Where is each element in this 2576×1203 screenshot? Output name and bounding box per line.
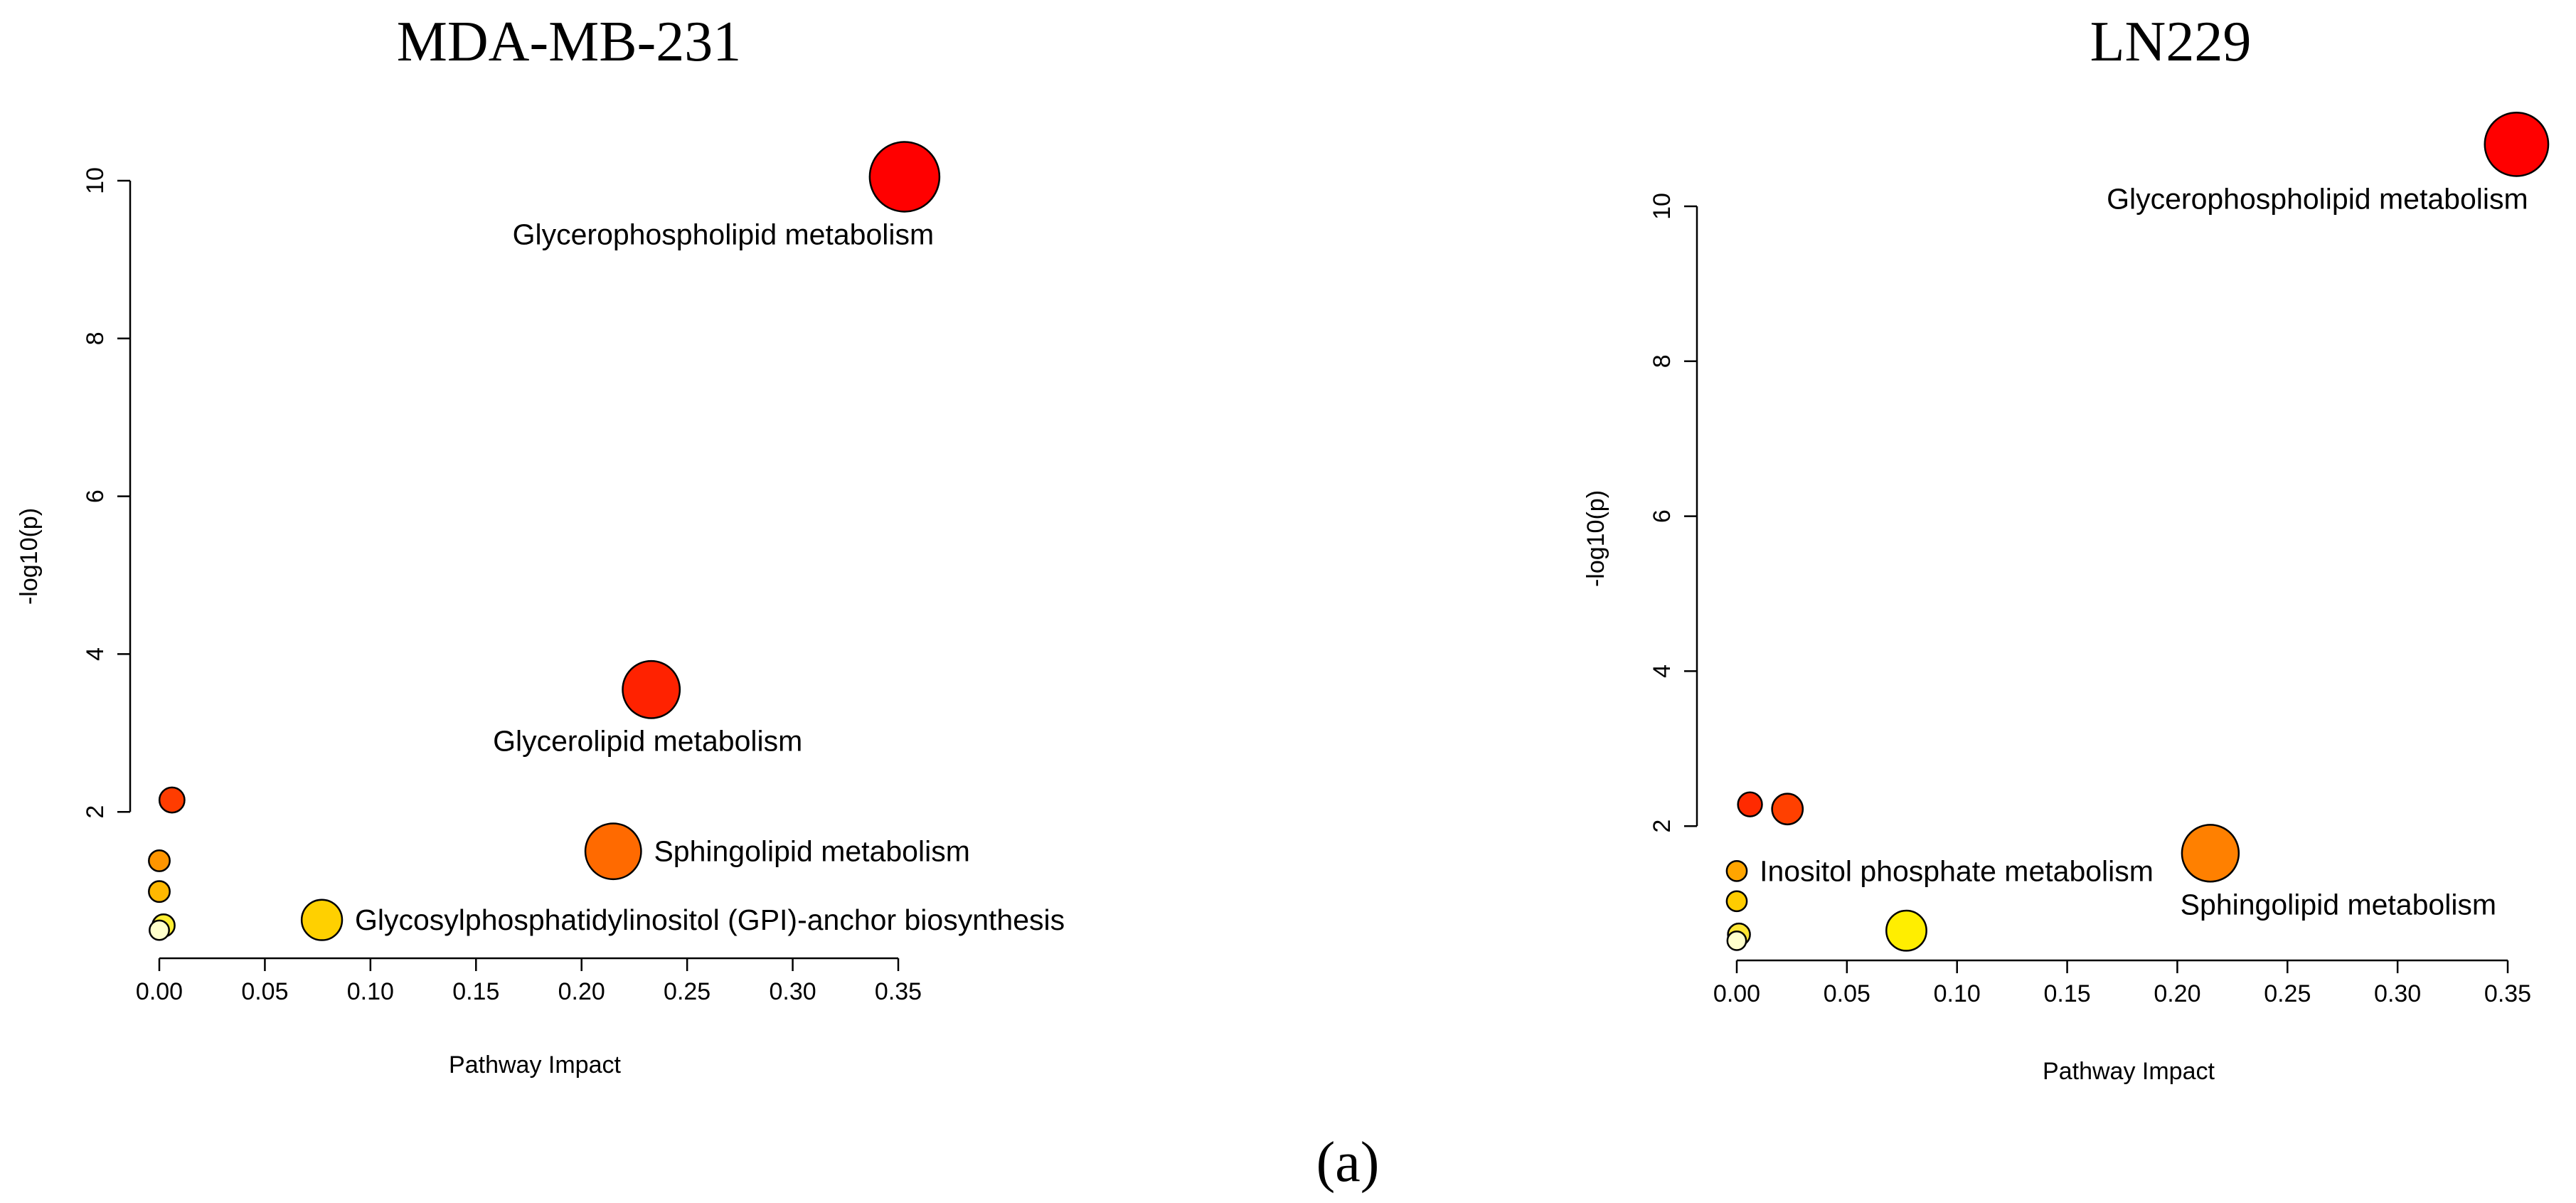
x-tick-label: 0.10	[347, 978, 394, 1005]
data-point	[1885, 909, 1927, 952]
data-point	[158, 786, 186, 814]
data-label-sphingolipid-metabolism: Sphingolipid metabolism	[2181, 888, 2496, 921]
x-tick-label: 0.35	[2484, 980, 2531, 1007]
x-tick-label: 0.20	[558, 978, 605, 1005]
x-tick-label: 0.05	[241, 978, 288, 1005]
chart-panel-ln229: LN229 0.00 0.05 0.10 0.15 0.20 0.25 0.30 0.35 Pat…	[1582, 11, 2550, 1085]
x-tick-label: 0.15	[452, 978, 499, 1005]
bubble-sphingolipid-metabolism	[2181, 824, 2240, 883]
y-tick-label: 2	[1649, 820, 1676, 833]
bubble-inositol-phosphate-metabolism	[1725, 860, 1748, 882]
y-axis-label: -log10(p)	[16, 508, 43, 605]
x-tick-label: 0.30	[769, 978, 816, 1005]
data-label-glycerophospholipid-metabolism: Glycerophospholipid metabolism	[2107, 183, 2528, 216]
x-tick-label: 0.20	[2154, 980, 2200, 1007]
data-point	[1726, 930, 1747, 951]
bubble-glycerolipid-metabolism	[622, 659, 681, 719]
y-tick-label: 10	[1649, 193, 1676, 220]
data-point	[149, 919, 170, 941]
chart-title: MDA-MB-231	[397, 11, 741, 73]
x-tick-label: 0.15	[2043, 980, 2090, 1007]
bubble-glycerophospholipid-metabolism	[2484, 111, 2550, 177]
y-tick-label: 6	[1649, 509, 1676, 523]
data-point	[148, 849, 171, 872]
data-label-glycosylphosphatidylinositol-gpi-anchor-biosynthesis: Glycosylphosphatidylinositol (GPI)-ancho…	[355, 903, 1065, 936]
x-axis-label: Pathway Impact	[449, 1051, 621, 1079]
x-tick-label: 0.25	[664, 978, 710, 1005]
y-tick-label: 6	[82, 489, 109, 503]
data-label-inositol-phosphate-metabolism: Inositol phosphate metabolism	[1760, 854, 2154, 887]
x-tick-label: 0.30	[2374, 980, 2421, 1007]
bubble-glycerophospholipid-metabolism	[868, 141, 941, 213]
data-label-glycerolipid-metabolism: Glycerolipid metabolism	[493, 724, 802, 757]
bubble-glycosylphosphatidylinositol-gpi-anchor-biosynthesis	[300, 899, 344, 941]
data-label-glycerophospholipid-metabolism: Glycerophospholipid metabolism	[513, 218, 935, 250]
y-tick-label: 8	[1649, 354, 1676, 368]
data-point	[148, 880, 171, 903]
x-tick-label: 0.00	[136, 978, 183, 1005]
data-point	[1725, 890, 1748, 913]
figure-panel-label: (a)	[1316, 1131, 1380, 1194]
chart-panel-mda-mb-231: MDA-MB-231 0.00 0.05 0.10 0.15 0.20 0.25 0.30 0.…	[16, 11, 1065, 1079]
y-tick-label: 8	[82, 332, 109, 345]
x-tick-label: 0.05	[1824, 980, 1870, 1007]
chart-title: LN229	[2090, 11, 2252, 73]
x-tick-label: 0.25	[2264, 980, 2311, 1007]
bubble-sphingolipid-metabolism	[584, 822, 642, 881]
x-tick-label: 0.35	[875, 978, 922, 1005]
y-axis-label: -log10(p)	[1582, 490, 1609, 587]
y-tick-label: 10	[82, 167, 109, 194]
y-tick-label: 2	[82, 805, 109, 819]
x-tick-label: 0.00	[1713, 980, 1760, 1007]
data-label-sphingolipid-metabolism: Sphingolipid metabolism	[654, 835, 969, 868]
x-axis-label: Pathway Impact	[2043, 1058, 2215, 1085]
data-point	[1771, 793, 1804, 826]
data-point	[1737, 791, 1763, 817]
y-tick-label: 4	[82, 647, 109, 661]
x-tick-label: 0.10	[1934, 980, 1981, 1007]
y-tick-label: 4	[1649, 664, 1676, 678]
